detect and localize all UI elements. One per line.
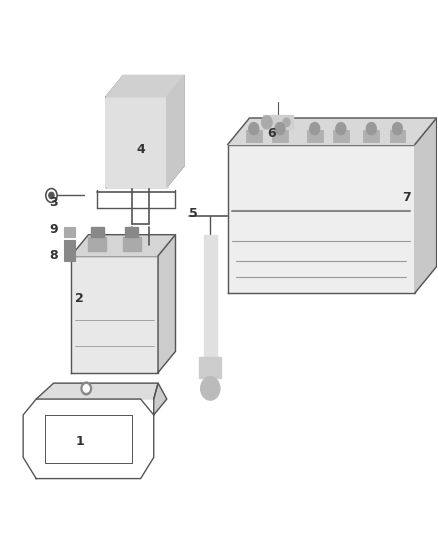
Text: 7: 7 [402,191,410,204]
Circle shape [275,122,285,135]
Bar [125,227,138,237]
Bar [364,130,379,142]
Circle shape [283,118,290,126]
Text: 3: 3 [49,196,58,209]
Text: 9: 9 [49,223,58,236]
Bar [88,237,106,251]
Text: 6: 6 [267,127,276,140]
Polygon shape [228,118,437,144]
Bar [64,227,75,237]
Polygon shape [154,383,167,415]
Circle shape [261,116,272,128]
Text: 4: 4 [136,143,145,156]
Polygon shape [228,144,415,293]
Circle shape [392,122,403,135]
Bar [246,130,261,142]
Circle shape [310,122,320,135]
Polygon shape [167,76,184,187]
Polygon shape [36,383,158,399]
Bar [272,130,288,142]
Circle shape [249,122,259,135]
Polygon shape [106,97,167,187]
Text: 8: 8 [49,249,58,262]
Text: 2: 2 [75,292,84,305]
Circle shape [81,382,92,395]
Bar [64,240,75,261]
Bar [199,357,221,378]
Bar [262,115,293,128]
Polygon shape [71,235,176,256]
Text: 1: 1 [75,435,84,448]
Polygon shape [415,118,437,293]
Circle shape [201,377,220,400]
Bar [333,130,349,142]
Polygon shape [158,235,176,373]
Bar [123,237,141,251]
Text: 5: 5 [188,207,197,220]
Circle shape [336,122,346,135]
Circle shape [366,122,377,135]
Polygon shape [106,76,184,97]
Circle shape [83,385,89,392]
Polygon shape [71,256,158,373]
Bar [91,227,104,237]
Circle shape [49,192,54,199]
Bar [390,130,405,142]
Bar [204,235,217,362]
Bar [307,130,322,142]
